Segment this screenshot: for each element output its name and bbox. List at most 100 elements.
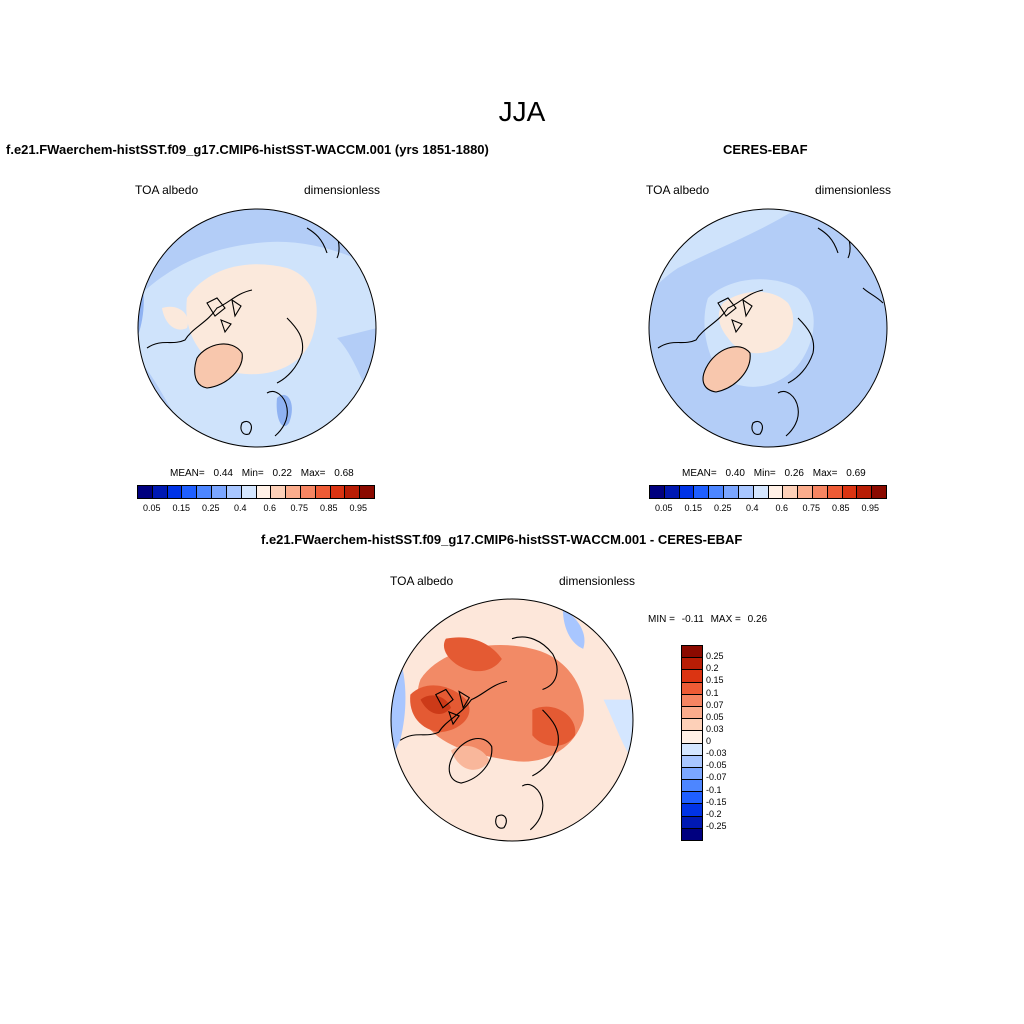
diff-min-value: -0.11 bbox=[681, 614, 704, 625]
colorbar-swatch bbox=[152, 486, 168, 498]
colorbar-tick-label: 0.2 bbox=[706, 663, 719, 674]
colorbar-swatch bbox=[212, 486, 227, 498]
obs-max-value: 0.69 bbox=[846, 468, 866, 479]
obs-mean-label: MEAN= bbox=[682, 468, 717, 479]
diff-min-label: MIN = bbox=[648, 614, 675, 625]
colorbar-swatch bbox=[682, 743, 702, 756]
obs-mean-value: 0.40 bbox=[725, 468, 745, 479]
model-panel-title: f.e21.FWaerchem-histSST.f09_g17.CMIP6-hi… bbox=[6, 142, 489, 157]
colorbar-tick-label: -0.2 bbox=[706, 808, 722, 819]
colorbar-swatch bbox=[241, 486, 257, 498]
colorbar-swatch bbox=[197, 486, 213, 498]
colorbar-tick-label: 0.75 bbox=[290, 503, 309, 513]
diff-panel-title: f.e21.FWaerchem-histSST.f09_g17.CMIP6-hi… bbox=[261, 532, 743, 547]
colorbar-swatch bbox=[682, 682, 702, 695]
colorbar-swatch bbox=[682, 755, 702, 768]
colorbar-tick-label: -0.1 bbox=[706, 784, 722, 795]
colorbar-swatch bbox=[724, 486, 739, 498]
model-stats: MEAN= 0.44 Min= 0.22 Max= 0.68 bbox=[170, 468, 354, 479]
colorbar-tick-label: 0.4 bbox=[745, 503, 759, 513]
colorbar-tick-label: 0.95 bbox=[861, 503, 880, 513]
colorbar-swatch bbox=[682, 816, 702, 829]
colorbar-swatch bbox=[300, 486, 316, 498]
model-max-value: 0.68 bbox=[334, 468, 354, 479]
colorbar-tick-label: 0 bbox=[706, 736, 712, 746]
colorbar-tick-label: 0.05 bbox=[706, 711, 724, 722]
colorbar-tick-label: 0.05 bbox=[142, 503, 161, 513]
colorbar-swatch bbox=[872, 486, 886, 498]
obs-min-value: 0.26 bbox=[784, 468, 804, 479]
colorbar-swatch bbox=[360, 486, 374, 498]
colorbar-swatch bbox=[682, 804, 702, 817]
diff-units-label: dimensionless bbox=[559, 574, 636, 588]
colorbar-swatch bbox=[682, 706, 702, 720]
colorbar-tick-label: -0.03 bbox=[706, 748, 727, 759]
colorbar-tick-label: 0.25 bbox=[201, 503, 220, 513]
colorbar-tick-label: 0.25 bbox=[713, 503, 732, 513]
obs-min-label: Min= bbox=[753, 468, 776, 479]
colorbar-tick-label: 0.15 bbox=[172, 503, 191, 513]
colorbar-tick-label: 0.6 bbox=[775, 503, 788, 513]
colorbar-tick-label: 0.1 bbox=[706, 687, 719, 698]
colorbar-tick-label: -0.05 bbox=[706, 760, 727, 771]
obs-stats: MEAN= 0.40 Min= 0.26 Max= 0.69 bbox=[682, 468, 866, 479]
colorbar-tick-label: 0.75 bbox=[802, 503, 821, 513]
colorbar-tick-label: 0.95 bbox=[349, 503, 368, 513]
figure-title: JJA bbox=[498, 96, 546, 127]
colorbar-tick-label: 0.15 bbox=[684, 503, 703, 513]
diff-colorbar-ticks: 0.25 0.2 0.15 0.1 0.07 0.05 0.03 0 -0.03 -0.05 -0.… bbox=[706, 645, 746, 839]
colorbar-tick-label: 0.85 bbox=[831, 503, 850, 513]
colorbar-swatch bbox=[682, 828, 702, 840]
colorbar-tick-label: 0.6 bbox=[263, 503, 276, 513]
obs-variable-label: TOA albedo bbox=[646, 183, 710, 197]
colorbar-swatch bbox=[682, 694, 702, 707]
obs-colorbar-ticks: 0.05 0.15 0.25 0.4 0.6 0.75 0.85 0.95 bbox=[649, 503, 885, 515]
colorbar-swatch bbox=[138, 486, 153, 498]
colorbar-swatch bbox=[650, 486, 665, 498]
colorbar-swatch bbox=[679, 486, 695, 498]
colorbar-swatch bbox=[256, 486, 272, 498]
colorbar-tick-label: 0.4 bbox=[233, 503, 247, 513]
colorbar-tick-label: 0.05 bbox=[654, 503, 673, 513]
colorbar-swatch bbox=[768, 486, 784, 498]
colorbar-swatch bbox=[664, 486, 680, 498]
colorbar-swatch bbox=[226, 486, 242, 498]
model-colorbar bbox=[137, 485, 375, 499]
colorbar-swatch bbox=[682, 792, 702, 805]
diff-max-value: 0.26 bbox=[747, 614, 768, 625]
colorbar-swatch bbox=[682, 658, 702, 671]
colorbar-swatch bbox=[827, 486, 843, 498]
colorbar-swatch bbox=[345, 486, 361, 498]
colorbar-tick-label: -0.25 bbox=[706, 820, 727, 831]
colorbar-swatch bbox=[167, 486, 183, 498]
colorbar-swatch bbox=[271, 486, 287, 498]
colorbar-tick-label: 0.03 bbox=[706, 723, 724, 734]
colorbar-swatch bbox=[738, 486, 754, 498]
model-min-value: 0.22 bbox=[272, 468, 292, 479]
diff-polar-map bbox=[390, 598, 634, 842]
colorbar-swatch bbox=[682, 719, 702, 732]
model-polar-map bbox=[137, 208, 377, 448]
colorbar-tick-label: 0.25 bbox=[706, 651, 724, 662]
model-mean-value: 0.44 bbox=[213, 468, 233, 479]
model-max-label: Max= bbox=[300, 468, 326, 479]
colorbar-swatch bbox=[682, 767, 702, 781]
colorbar-swatch bbox=[682, 731, 702, 744]
model-units-label: dimensionless bbox=[304, 183, 381, 197]
colorbar-swatch bbox=[709, 486, 725, 498]
obs-polar-map bbox=[648, 208, 888, 448]
model-mean-label: MEAN= bbox=[170, 468, 205, 479]
colorbar-swatch bbox=[857, 486, 873, 498]
colorbar-swatch bbox=[798, 486, 813, 498]
colorbar-swatch bbox=[753, 486, 769, 498]
obs-panel-title: CERES-EBAF bbox=[723, 142, 808, 157]
obs-max-label: Max= bbox=[812, 468, 838, 479]
colorbar-tick-label: -0.15 bbox=[706, 796, 727, 807]
colorbar-swatch bbox=[682, 780, 702, 793]
obs-units-label: dimensionless bbox=[815, 183, 892, 197]
colorbar-tick-label: 0.07 bbox=[706, 699, 724, 710]
obs-colorbar bbox=[649, 485, 887, 499]
colorbar-swatch bbox=[182, 486, 198, 498]
model-colorbar-ticks: 0.05 0.15 0.25 0.4 0.6 0.75 0.85 0.95 bbox=[137, 503, 373, 515]
colorbar-swatch bbox=[330, 486, 346, 498]
